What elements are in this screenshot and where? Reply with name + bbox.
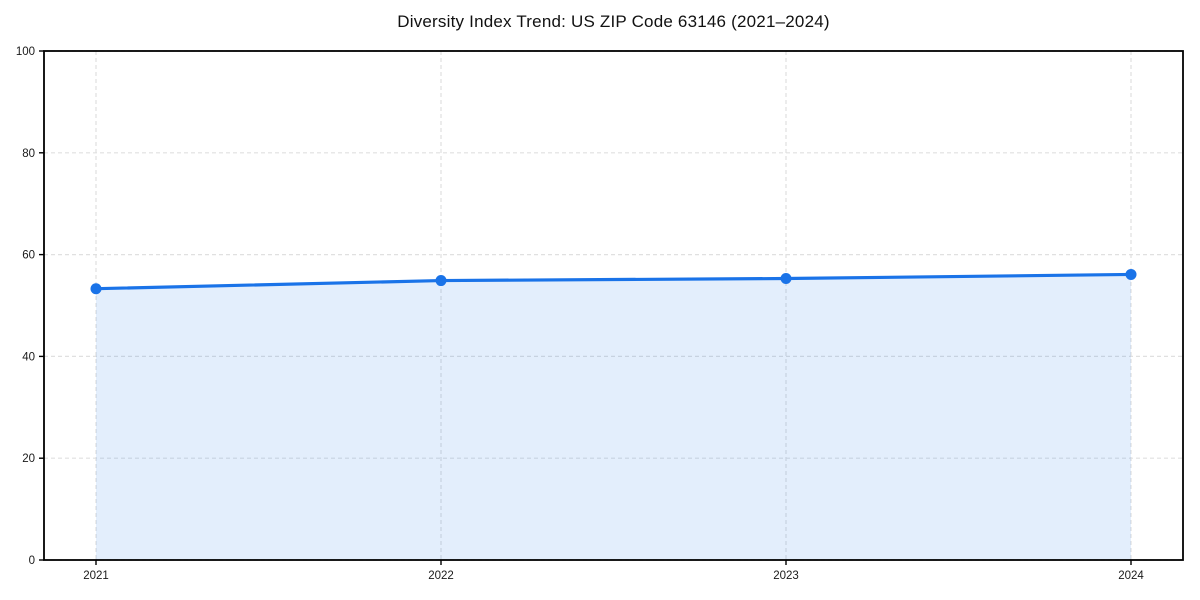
y-tick-label: 80 [22,148,35,160]
x-tick-label: 2022 [428,570,454,582]
y-tick-label: 100 [16,46,35,58]
trend-line [94,272,1133,291]
y-tick-label: 0 [29,555,35,567]
data-point [90,283,102,295]
y-tick-label: 20 [22,453,35,465]
area-fill [96,274,1131,560]
chart-title: Diversity Index Trend: US ZIP Code 63146… [397,12,830,31]
plot-border [43,50,1184,561]
x-tick-label: 2023 [773,570,799,582]
data-point [780,273,792,285]
x-tick-label: 2021 [83,570,109,582]
x-tick-label: 2024 [1118,570,1144,582]
data-point [435,275,447,287]
y-tick-label: 40 [22,351,35,363]
y-tick-label: 60 [22,250,35,262]
data-point [1125,268,1137,280]
